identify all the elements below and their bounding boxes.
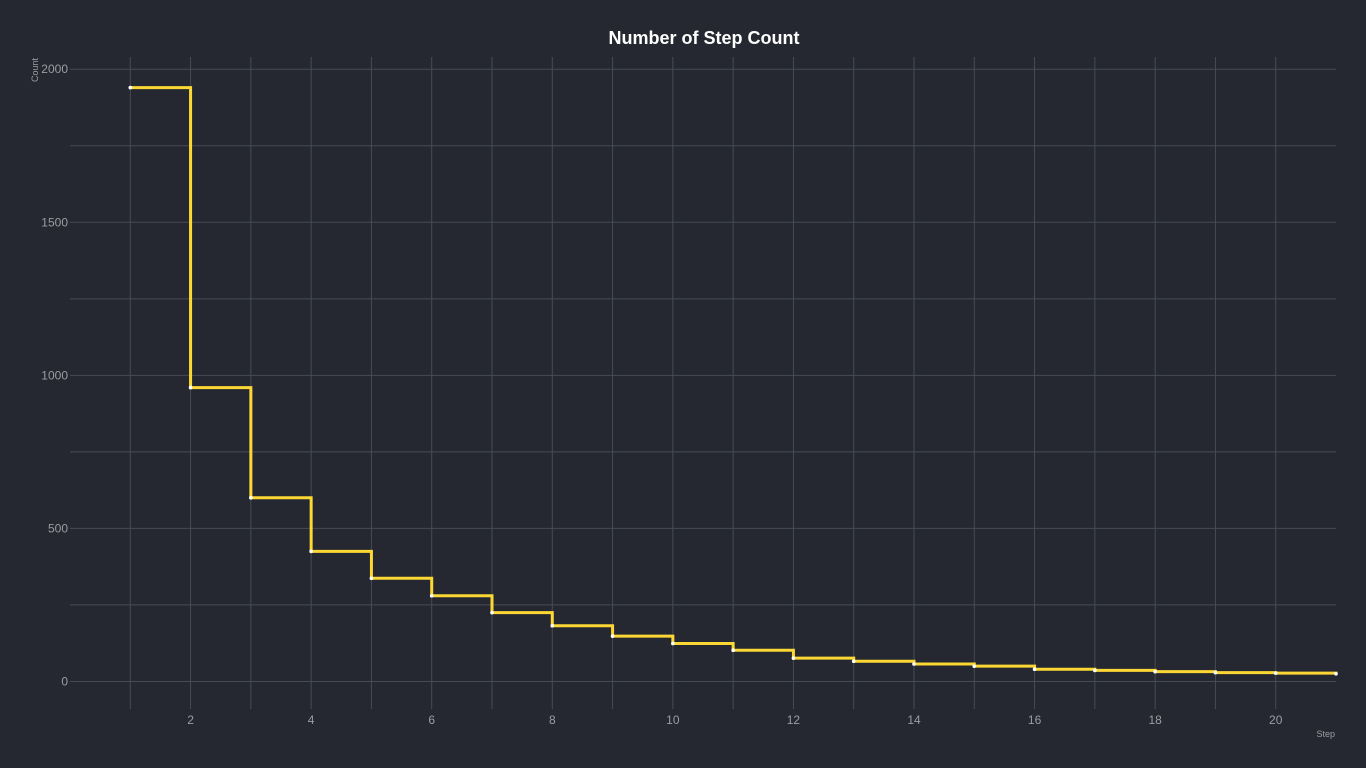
x-tick-label: 6 (428, 713, 435, 727)
data-point (490, 610, 494, 615)
x-tick-label: 8 (549, 713, 556, 727)
x-tick-label: 14 (907, 713, 921, 727)
data-point (188, 385, 193, 390)
x-tick-label: 10 (666, 713, 680, 727)
data-point (731, 648, 735, 653)
y-tick-label: 2000 (41, 62, 68, 76)
data-point (1093, 668, 1097, 673)
data-point (1334, 671, 1338, 676)
data-point (851, 659, 856, 664)
data-point (429, 593, 434, 598)
x-tick-label: 20 (1269, 713, 1283, 727)
data-point (972, 664, 977, 668)
y-tick-label: 1500 (41, 215, 68, 229)
grid-lines (70, 57, 1336, 709)
data-point (128, 85, 133, 90)
data-point (610, 634, 615, 638)
data-point (1153, 669, 1157, 674)
data-point (791, 656, 796, 660)
data-point (309, 549, 313, 554)
x-tick-label: 2 (187, 713, 194, 727)
data-point (1213, 670, 1218, 675)
data-point (671, 641, 675, 646)
data-points (128, 85, 1338, 676)
x-tick-label: 18 (1148, 713, 1162, 727)
y-axis-title: Count (30, 58, 40, 83)
data-point (1032, 667, 1037, 672)
chart-title: Number of Step Count (609, 28, 800, 48)
data-point (369, 576, 374, 581)
x-tick-label: 4 (308, 713, 315, 727)
data-point (550, 623, 555, 628)
x-tick-label: 12 (787, 713, 801, 727)
tick-labels: 2 4 6 8 10 12 14 16 18 20 0 500 1000 1500 2000 (41, 62, 1282, 727)
data-point (912, 662, 916, 666)
data-point (1273, 671, 1278, 675)
y-tick-label: 0 (61, 674, 68, 688)
x-tick-label: 16 (1028, 713, 1042, 727)
y-tick-label: 1000 (41, 368, 68, 382)
y-tick-label: 500 (48, 521, 68, 535)
x-axis-title: Step (1316, 729, 1335, 739)
data-point (249, 495, 253, 500)
